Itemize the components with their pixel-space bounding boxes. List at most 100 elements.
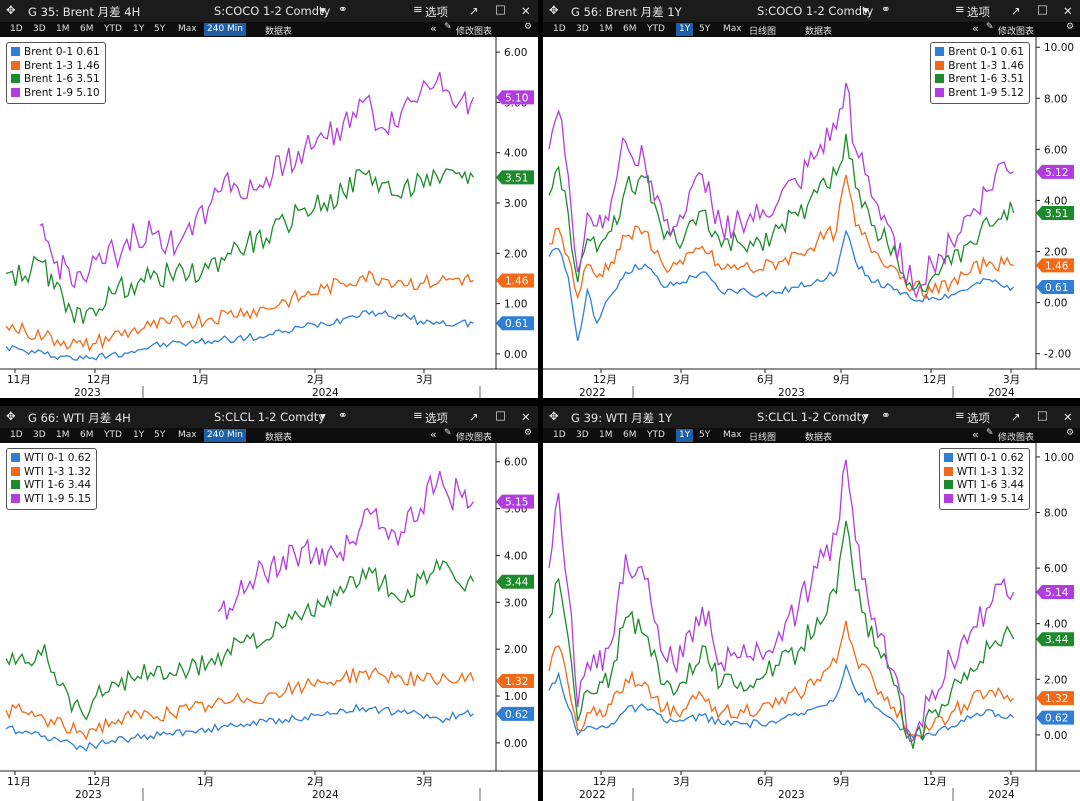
close-icon[interactable]: ✕ (1063, 410, 1073, 424)
range-button[interactable]: 数据表 (805, 433, 833, 443)
range-button[interactable]: YTD (104, 24, 122, 34)
range-button[interactable]: 6M (80, 430, 94, 440)
ticker-field[interactable]: S:COCO 1-2 Comdty (214, 4, 331, 18)
options-button[interactable]: 选项 (967, 5, 990, 19)
legend-item[interactable]: Brent 0-1 0.61 (935, 46, 1024, 60)
pencil-icon[interactable]: ✎ (986, 428, 994, 438)
panel-titlebar[interactable]: ✥ G 35: Brent 月差 4H S:COCO 1-2 Comdty ▾ ⚭ ≡ 选项… (0, 0, 538, 23)
close-icon[interactable]: ✕ (1063, 4, 1073, 18)
move-handle-icon[interactable]: ✥ (549, 3, 559, 17)
range-button[interactable]: 1Y (133, 430, 145, 440)
collapse-icon[interactable]: « (430, 22, 437, 35)
options-button[interactable]: 选项 (425, 5, 448, 19)
legend-item[interactable]: Brent 1-6 3.51 (935, 73, 1024, 87)
collapse-icon[interactable]: « (972, 428, 979, 441)
legend-item[interactable]: WTI 1-6 3.44 (943, 479, 1024, 493)
collapse-icon[interactable]: « (972, 22, 979, 35)
range-button[interactable]: 5Y (699, 430, 711, 440)
range-button[interactable]: 3D (33, 24, 46, 34)
ticker-field[interactable]: S:COCO 1-2 Comdty (757, 4, 874, 18)
legend-item[interactable]: Brent 1-3 1.46 (11, 60, 100, 74)
popout-icon[interactable]: ↗ (469, 4, 479, 18)
ticker-field[interactable]: S:CLCL 1-2 Comdty (757, 410, 869, 424)
range-button[interactable]: 1D (10, 24, 23, 34)
range-button[interactable]: 数据表 (265, 433, 293, 443)
legend-item[interactable]: Brent 1-6 3.51 (11, 73, 100, 87)
pencil-icon[interactable]: ✎ (986, 22, 994, 32)
menu-icon[interactable]: ≡ (955, 2, 965, 16)
chart-legend[interactable]: WTI 0-1 0.62 WTI 1-3 1.32 WTI 1-6 3.44 WTI … (6, 448, 98, 510)
range-button[interactable]: YTD (647, 430, 665, 440)
link-icon[interactable]: ⚭ (338, 408, 348, 422)
maximize-icon[interactable]: □ (495, 408, 506, 422)
range-button[interactable]: 240 Min (204, 23, 247, 36)
legend-item[interactable]: Brent 1-9 5.10 (11, 87, 100, 101)
legend-item[interactable]: WTI 1-6 3.44 (11, 479, 91, 493)
range-button[interactable]: 5Y (699, 24, 711, 34)
range-button[interactable]: 1M (599, 24, 613, 34)
panel-titlebar[interactable]: ✥ G 56: Brent 月差 1Y S:COCO 1-2 Comdty ▾ ⚭ ≡ 选项… (543, 0, 1080, 23)
edit-chart-button[interactable]: 修改图表 (456, 433, 493, 443)
ticker-dropdown-icon[interactable]: ▾ (863, 3, 869, 17)
edit-chart-button[interactable]: 修改图表 (456, 27, 493, 37)
popout-icon[interactable]: ↗ (1011, 410, 1021, 424)
range-button[interactable]: 1Y (676, 429, 694, 442)
range-button[interactable]: 6M (623, 430, 637, 440)
edit-chart-button[interactable]: 修改图表 (998, 27, 1035, 37)
gear-icon[interactable]: ⚙ (1066, 22, 1075, 32)
menu-icon[interactable]: ≡ (413, 2, 423, 16)
range-button[interactable]: 3D (33, 430, 46, 440)
panel-titlebar[interactable]: ✥ G 39: WTI 月差 1Y S:CLCL 1-2 Comdty ▾ ⚭ ≡ 选项 ↗ □… (543, 406, 1080, 429)
collapse-icon[interactable]: « (430, 428, 437, 441)
range-button[interactable]: YTD (647, 24, 665, 34)
legend-item[interactable]: WTI 1-3 1.32 (11, 466, 91, 480)
link-icon[interactable]: ⚭ (338, 2, 348, 16)
pencil-icon[interactable]: ✎ (444, 428, 452, 438)
pencil-icon[interactable]: ✎ (444, 22, 452, 32)
legend-item[interactable]: WTI 1-9 5.15 (11, 493, 91, 507)
range-button[interactable]: YTD (104, 430, 122, 440)
range-button[interactable]: 6M (80, 24, 94, 34)
range-button[interactable]: 日线图 (749, 27, 777, 37)
range-button[interactable]: 数据表 (805, 27, 833, 37)
edit-chart-button[interactable]: 修改图表 (998, 433, 1035, 443)
options-button[interactable]: 选项 (967, 411, 990, 425)
move-handle-icon[interactable]: ✥ (549, 409, 559, 423)
maximize-icon[interactable]: □ (1037, 2, 1048, 16)
range-button[interactable]: Max (723, 430, 742, 440)
chart-legend[interactable]: Brent 0-1 0.61 Brent 1-3 1.46 Brent 1-6 3.… (6, 42, 106, 104)
range-button[interactable]: 1M (56, 430, 70, 440)
ticker-dropdown-icon[interactable]: ▾ (863, 409, 869, 423)
gear-icon[interactable]: ⚙ (524, 428, 533, 438)
range-button[interactable]: 3D (576, 24, 589, 34)
link-icon[interactable]: ⚭ (881, 2, 891, 16)
close-icon[interactable]: ✕ (521, 4, 531, 18)
range-button[interactable]: 5Y (154, 430, 166, 440)
range-button[interactable]: 日线图 (749, 433, 777, 443)
range-button[interactable]: 1D (553, 24, 566, 34)
menu-icon[interactable]: ≡ (955, 408, 965, 422)
range-button[interactable]: 1M (599, 430, 613, 440)
gear-icon[interactable]: ⚙ (1066, 428, 1075, 438)
range-button[interactable]: 1D (10, 430, 23, 440)
popout-icon[interactable]: ↗ (1011, 4, 1021, 18)
range-button[interactable]: 1M (56, 24, 70, 34)
range-button[interactable]: 1D (553, 430, 566, 440)
popout-icon[interactable]: ↗ (469, 410, 479, 424)
range-button[interactable]: 1Y (133, 24, 145, 34)
gear-icon[interactable]: ⚙ (524, 22, 533, 32)
legend-item[interactable]: WTI 0-1 0.62 (943, 452, 1024, 466)
chart-legend[interactable]: WTI 0-1 0.62 WTI 1-3 1.32 WTI 1-6 3.44 WTI … (938, 448, 1030, 510)
legend-item[interactable]: WTI 0-1 0.62 (11, 452, 91, 466)
maximize-icon[interactable]: □ (495, 2, 506, 16)
range-button[interactable]: Max (178, 430, 197, 440)
range-button[interactable]: 240 Min (204, 429, 247, 442)
range-button[interactable]: 数据表 (265, 27, 293, 37)
ticker-dropdown-icon[interactable]: ▾ (320, 409, 326, 423)
legend-item[interactable]: WTI 1-9 5.14 (943, 493, 1024, 507)
ticker-field[interactable]: S:CLCL 1-2 Comdty (214, 410, 326, 424)
legend-item[interactable]: Brent 1-3 1.46 (935, 60, 1024, 74)
legend-item[interactable]: Brent 1-9 5.12 (935, 87, 1024, 101)
range-button[interactable]: Max (723, 24, 742, 34)
range-button[interactable]: 5Y (154, 24, 166, 34)
